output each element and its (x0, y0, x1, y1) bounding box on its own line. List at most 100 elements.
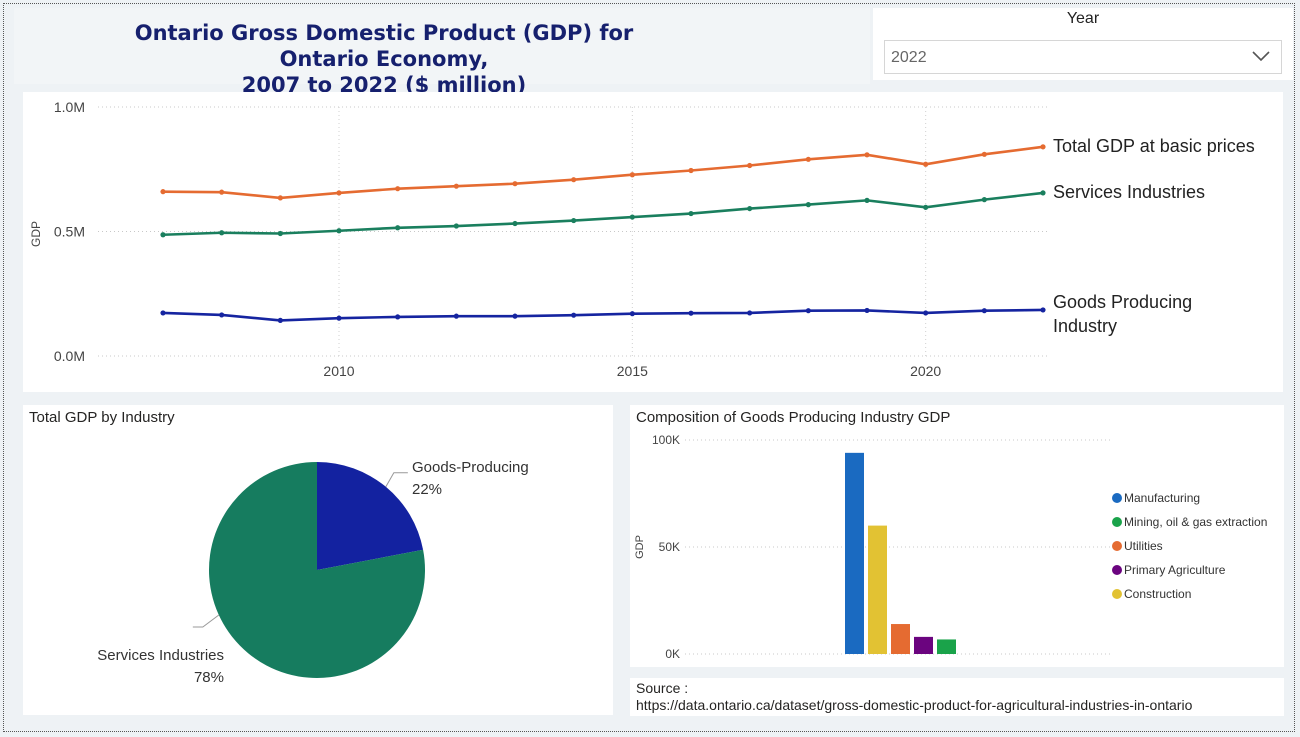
y-axis-label: GDP (29, 221, 43, 247)
data-point (512, 313, 518, 319)
data-point (805, 156, 811, 162)
pie-label-percent: 78% (194, 669, 224, 686)
report-frame (3, 3, 1295, 732)
data-point (453, 223, 459, 229)
year-slicer: Year 2022 (873, 8, 1293, 80)
x-tick-label: 2010 (323, 363, 354, 379)
data-point (453, 183, 459, 189)
y-tick-label: 1.0M (54, 99, 85, 115)
series-end-label: Services Industries (1053, 182, 1205, 202)
legend-label: Manufacturing (1124, 491, 1200, 505)
source-panel: Source : https://data.ontario.ca/dataset… (630, 678, 1284, 716)
pie-label-percent: 22% (412, 481, 442, 498)
data-point (864, 307, 870, 314)
pie-label-name: Goods-Producing (412, 459, 529, 476)
line-chart-panel: 0.0M 0.5M 1.0M 2010 2015 2020 GDP Total GDP at … (23, 92, 1283, 392)
chevron-down-icon (1252, 51, 1270, 62)
y-tick-label: 0.0M (54, 348, 85, 364)
data-point (1040, 190, 1046, 196)
title-panel: Ontario Gross Domestic Product (GDP) for… (14, 8, 870, 97)
y-tick-label: 50K (659, 540, 680, 554)
data-point (160, 232, 166, 238)
goods-composition-bar-chart: 0K 50K 100K GDP Manufacturing Mining, oil & g… (634, 433, 1267, 661)
pie-slice (209, 462, 426, 678)
y-axis-label: GDP (634, 535, 646, 559)
data-point (747, 310, 753, 316)
data-point (688, 167, 694, 174)
series-line (162, 191, 1044, 237)
data-point (981, 151, 987, 157)
data-point (864, 197, 870, 203)
data-point (219, 230, 225, 236)
series-end-label-line: Industry (1053, 316, 1117, 336)
series-end-label: Goods Producing Industry (1053, 292, 1192, 336)
bar-chart-title: Composition of Goods Producing Industry … (636, 409, 951, 426)
series-line (162, 145, 1044, 200)
series-end-label-line: Goods Producing (1053, 292, 1192, 312)
data-point (395, 314, 401, 320)
legend-marker (1112, 493, 1122, 503)
year-dropdown[interactable]: 2022 (884, 40, 1282, 74)
data-point (923, 204, 929, 210)
data-point (277, 230, 283, 237)
report-title: Ontario Gross Domestic Product (GDP) for… (114, 20, 654, 98)
pie-leader-line (192, 614, 220, 628)
x-tick-label: 2015 (617, 363, 648, 379)
series-end-label: Total GDP at basic prices (1053, 136, 1255, 156)
legend-marker (1112, 589, 1122, 599)
legend-marker (1112, 565, 1122, 575)
data-point (160, 189, 166, 195)
data-point (1040, 307, 1046, 313)
bar (914, 636, 933, 654)
pie-leader-line (385, 472, 408, 488)
data-point (864, 152, 870, 158)
bar (868, 525, 887, 654)
data-point (512, 220, 518, 227)
data-point (336, 190, 342, 196)
bar (845, 452, 864, 654)
bar (937, 639, 956, 654)
year-slicer-label: Year (1066, 10, 1100, 27)
data-point (336, 315, 342, 321)
data-point (981, 308, 987, 314)
data-point (453, 313, 459, 319)
legend-label: Primary Agriculture (1124, 563, 1226, 577)
legend-marker (1112, 541, 1122, 551)
data-point (395, 225, 401, 231)
data-point (747, 205, 753, 212)
y-tick-label: 0.5M (54, 224, 85, 240)
data-point (688, 210, 694, 217)
data-point (571, 312, 577, 318)
source-url[interactable]: https://data.ontario.ca/dataset/gross-do… (636, 697, 1193, 713)
data-point (688, 310, 694, 316)
data-point (747, 162, 753, 169)
pie-label-name: Services Industries (97, 647, 224, 664)
pie-chart-title: Total GDP by Industry (29, 409, 175, 426)
x-tick-label: 2020 (910, 363, 941, 379)
series-line (162, 308, 1044, 322)
data-point (571, 217, 577, 224)
bar-chart-panel: Composition of Goods Producing Industry … (630, 405, 1284, 667)
data-point (571, 177, 577, 183)
data-point (923, 161, 929, 167)
data-point (160, 310, 166, 316)
data-point (1040, 144, 1046, 150)
data-point (923, 310, 929, 316)
data-point (805, 308, 811, 314)
legend-label: Mining, oil & gas extraction (1124, 515, 1267, 529)
data-point (629, 172, 635, 178)
data-point (219, 189, 225, 195)
data-point (629, 214, 635, 220)
data-point (805, 202, 811, 208)
y-tick-label: 100K (652, 433, 680, 447)
data-point (981, 197, 987, 203)
title-line-1: Ontario Gross Domestic Product (GDP) for… (134, 21, 634, 71)
legend-marker (1112, 517, 1122, 527)
data-point (219, 312, 225, 318)
pie-chart-panel: Total GDP by Industry Goods-Producing 22%… (23, 405, 613, 715)
source-label: Source : (636, 680, 689, 696)
gdp-line-chart: 0.0M 0.5M 1.0M 2010 2015 2020 GDP Total GDP at … (29, 99, 1255, 379)
data-point (336, 228, 342, 234)
year-dropdown-value: 2022 (891, 49, 927, 66)
data-point (277, 195, 283, 201)
